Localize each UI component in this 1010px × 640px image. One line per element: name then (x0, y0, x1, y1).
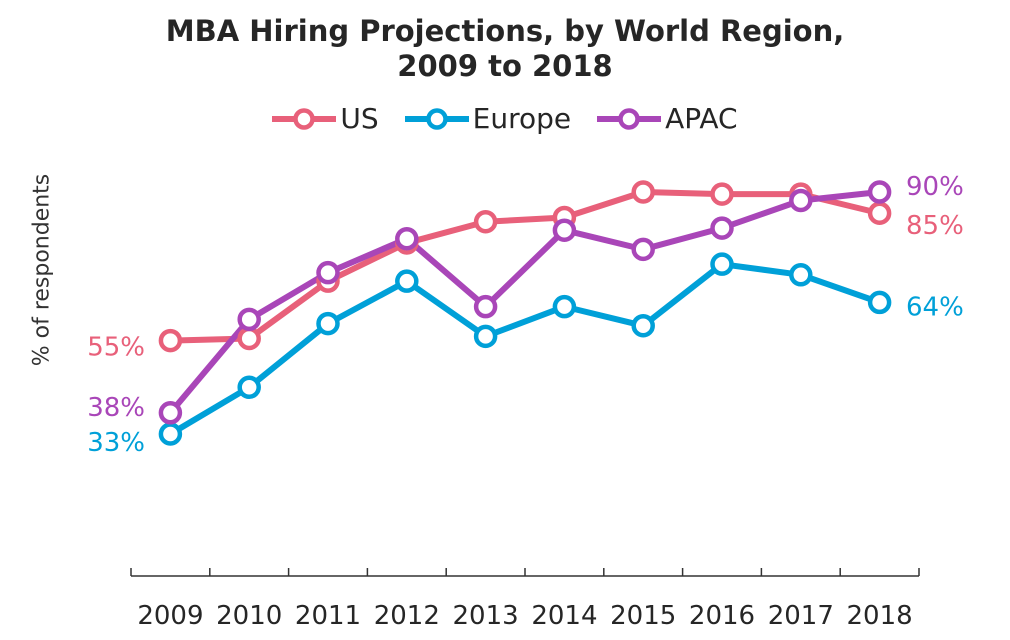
data-point-apac (867, 180, 892, 204)
x-tick-label: 2015 (610, 601, 676, 631)
data-point-europe (237, 375, 261, 400)
data-point-europe (473, 324, 498, 349)
chart-title-line1: MBA Hiring Projections, by World Region, (165, 14, 845, 48)
data-point-us (867, 201, 892, 225)
end-label-us: 85% (906, 211, 964, 241)
series-line-apac (167, 189, 883, 416)
data-point-apac (789, 188, 813, 213)
data-point-europe (316, 311, 340, 336)
x-tick-label: 2016 (689, 601, 755, 631)
series-line-europe (167, 261, 883, 437)
x-tick-label: 2014 (531, 601, 597, 631)
data-point-us (473, 209, 498, 234)
data-point-europe (631, 313, 655, 338)
data-point-europe (789, 263, 813, 287)
end-label-apac: 90% (906, 172, 964, 202)
data-point-europe (552, 294, 577, 319)
data-point-us (631, 180, 655, 204)
data-point-us (158, 328, 183, 353)
x-tick-label: 2018 (847, 601, 913, 631)
x-tick-label: 2017 (768, 601, 834, 631)
data-point-apac (710, 216, 734, 240)
data-point-apac (631, 237, 655, 262)
legend-label-apac: APAC (665, 102, 738, 135)
legend-item-apac: APAC (597, 102, 738, 135)
data-point-apac (552, 218, 577, 242)
legend-swatch-europe (404, 107, 469, 130)
data-point-europe (710, 252, 734, 276)
legend-swatch-apac (597, 107, 662, 130)
chart-title-line2: 2009 to 2018 (397, 49, 613, 83)
data-point-europe (395, 269, 419, 293)
data-point-apac (395, 226, 419, 251)
data-point-us (237, 326, 261, 351)
data-point-europe (158, 422, 183, 446)
data-point-apac (158, 401, 183, 425)
legend-item-europe: Europe (404, 102, 572, 135)
x-tick-label: 2012 (374, 601, 440, 631)
data-point-europe (867, 290, 892, 315)
legend-label-europe: Europe (472, 102, 572, 135)
start-label-us: 55% (87, 333, 145, 363)
x-tick-label: 2013 (453, 601, 519, 631)
data-point-apac (316, 260, 340, 285)
chart-title: MBA Hiring Projections, by World Region,… (0, 14, 1010, 84)
data-point-apac (237, 307, 261, 332)
data-point-apac (473, 294, 498, 319)
x-tick-label: 2011 (295, 601, 361, 631)
legend-swatch-us (272, 107, 337, 130)
x-tick-label: 2009 (137, 601, 203, 631)
start-label-europe: 33% (87, 428, 145, 458)
x-tick-label: 2010 (216, 601, 282, 631)
data-point-us (710, 182, 734, 206)
series-line-us (167, 189, 883, 344)
legend-item-us: US (272, 102, 379, 135)
legend-label-us: US (340, 102, 379, 135)
end-label-europe: 64% (906, 292, 964, 322)
start-label-apac: 38% (87, 393, 145, 423)
chart-legend: US Europe APAC (0, 102, 1010, 135)
